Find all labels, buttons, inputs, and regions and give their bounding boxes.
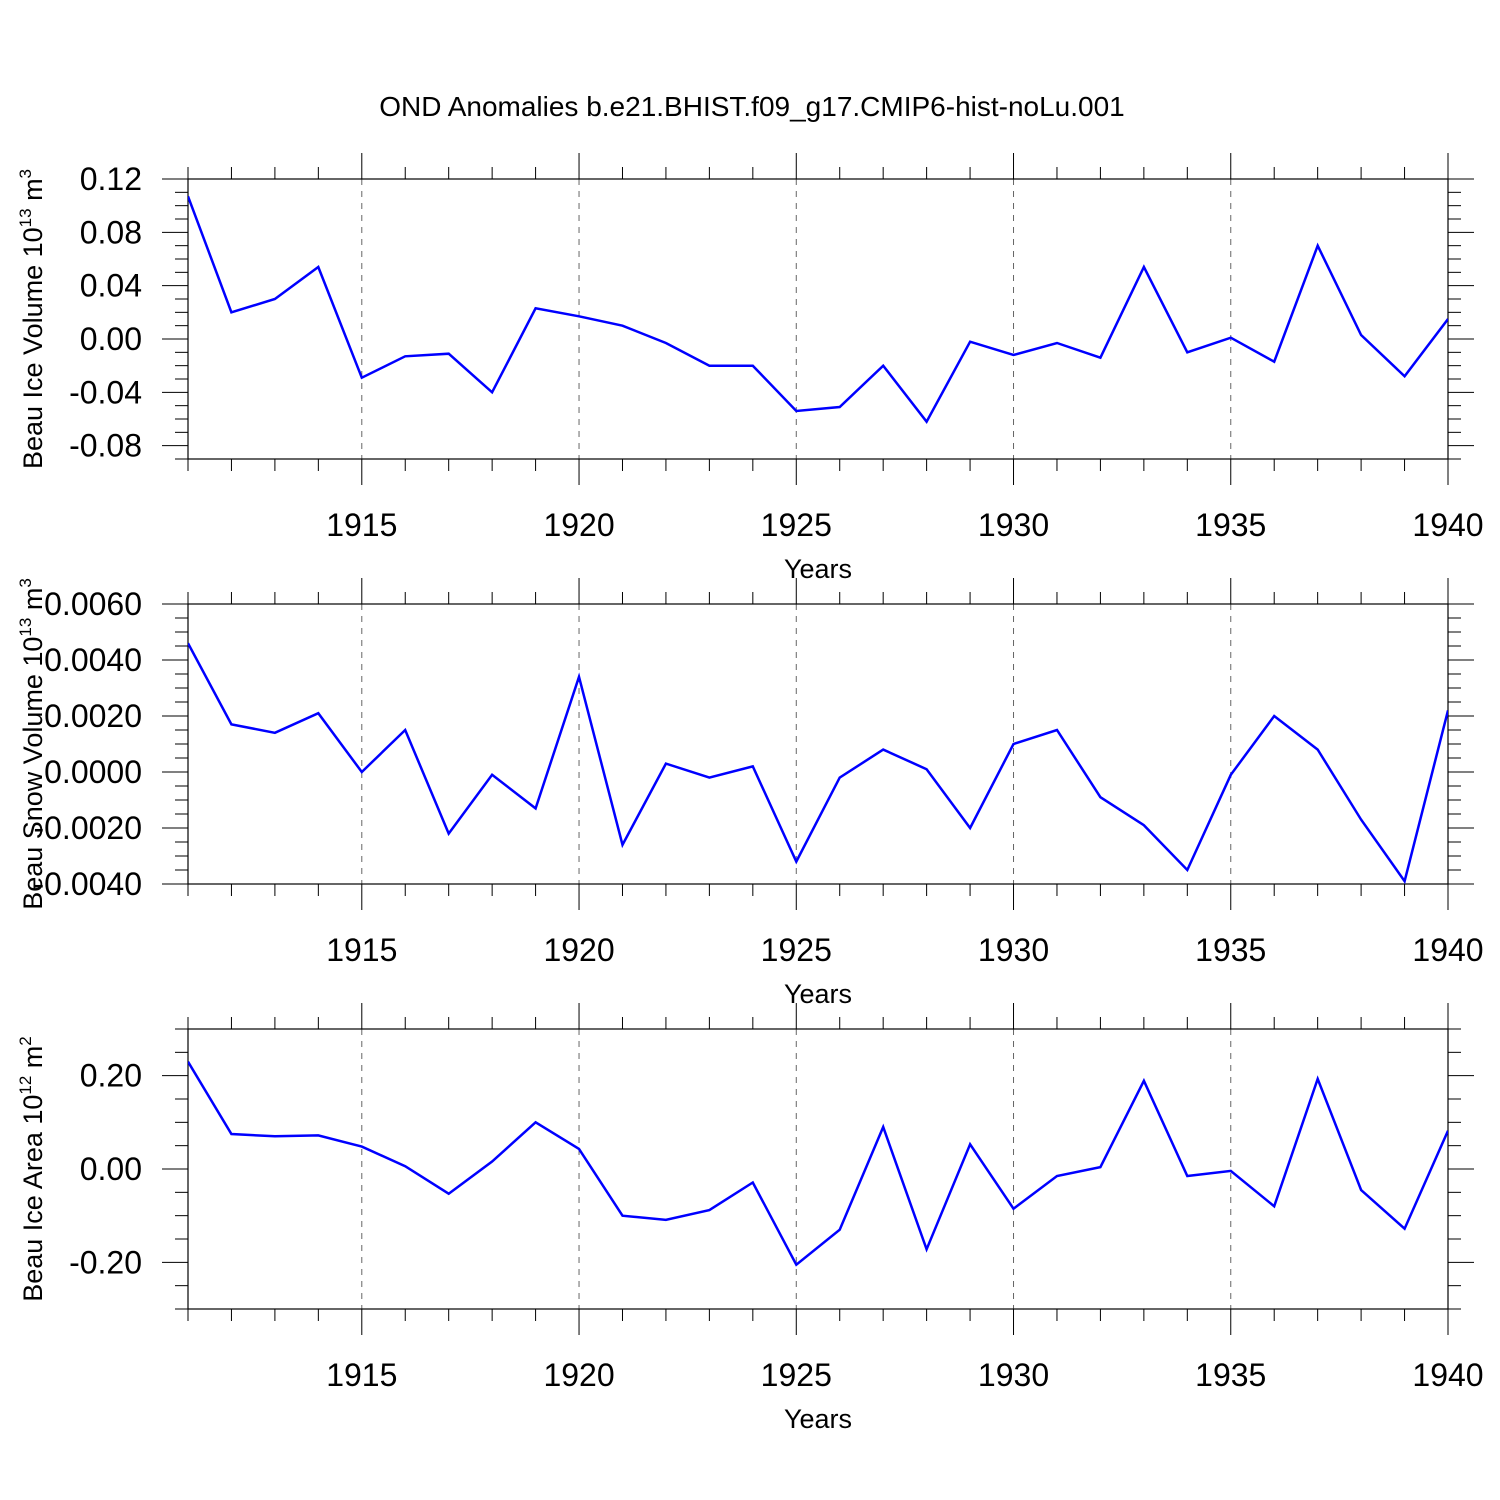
y-tick-label: -0.0020 xyxy=(33,810,142,846)
y-tick-label: -0.20 xyxy=(69,1244,142,1280)
x-tick-label: 1940 xyxy=(1412,932,1483,968)
x-tick-label: 1915 xyxy=(326,507,397,543)
x-tick-label: 1920 xyxy=(543,932,614,968)
series-line xyxy=(188,642,1448,884)
y-tick-label: -0.04 xyxy=(69,374,142,410)
x-tick-label: 1935 xyxy=(1195,932,1266,968)
y-tick-label: 0.08 xyxy=(80,214,142,250)
y-tick-label: 0.12 xyxy=(80,161,142,197)
y-tick-label: 0.00 xyxy=(80,321,142,357)
x-tick-label: 1940 xyxy=(1412,1357,1483,1393)
x-tick-label: 1930 xyxy=(978,932,1049,968)
x-tick-label: 1920 xyxy=(543,507,614,543)
plot-frame xyxy=(187,1028,1449,1310)
x-axis-label: Years xyxy=(784,1404,852,1434)
panel-1: 0.12 0.08 0.04 0.00 -0.04 -0.08 1915 1920 1925 19… xyxy=(16,153,1484,584)
x-tick-label: 1925 xyxy=(761,507,832,543)
plot-frame xyxy=(187,603,1449,885)
x-tick-label: 1930 xyxy=(978,507,1049,543)
x-tick-label: 1925 xyxy=(761,1357,832,1393)
panel-2: 0.0060 0.0040 0.0020 0.0000 -0.0020 -0.0040 19… xyxy=(16,578,1484,1009)
y-axis-label: Beau Snow Volume 1013 m3 xyxy=(16,578,48,910)
x-axis-label: Years xyxy=(784,979,852,1009)
x-tick-label: 1935 xyxy=(1195,507,1266,543)
panel-3: 0.20 0.00 -0.20 1915 1920 1925 1930 1935 1940 Yea… xyxy=(16,1003,1484,1434)
x-axis-label: Years xyxy=(784,554,852,584)
series-line xyxy=(188,1061,1448,1267)
series-line xyxy=(188,195,1448,424)
y-tick-label: 0.0000 xyxy=(44,754,142,790)
x-tick-label: 1920 xyxy=(543,1357,614,1393)
x-tick-label: 1915 xyxy=(326,1357,397,1393)
figure-title: OND Anomalies b.e21.BHIST.f09_g17.CMIP6-… xyxy=(379,91,1125,122)
x-tick-label: 1915 xyxy=(326,932,397,968)
x-tick-label: 1940 xyxy=(1412,507,1483,543)
plot-frame xyxy=(187,178,1449,460)
y-tick-label: 0.0020 xyxy=(44,698,142,734)
y-axis-label: Beau Ice Area 1012 m2 xyxy=(16,1036,48,1302)
y-tick-label: -0.0040 xyxy=(33,866,142,902)
y-tick-label: 0.0040 xyxy=(44,642,142,678)
y-tick-label: 0.00 xyxy=(80,1151,142,1187)
y-tick-label: 0.04 xyxy=(80,268,142,304)
y-axis-label: Beau Ice Volume 1013 m3 xyxy=(16,169,48,469)
y-tick-label: 0.0060 xyxy=(44,586,142,622)
x-tick-label: 1925 xyxy=(761,932,832,968)
x-tick-label: 1935 xyxy=(1195,1357,1266,1393)
y-tick-label: -0.08 xyxy=(69,428,142,464)
x-tick-label: 1930 xyxy=(978,1357,1049,1393)
y-tick-label: 0.20 xyxy=(80,1058,142,1094)
